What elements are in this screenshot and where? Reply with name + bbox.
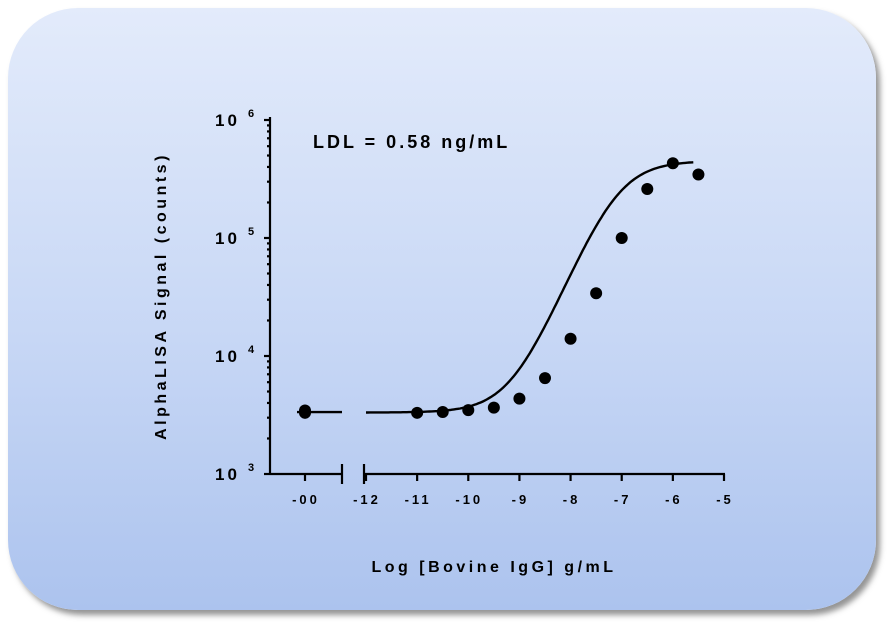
ldl-annotation: LDL = 0.58 ng/mL xyxy=(313,132,510,152)
data-point xyxy=(666,157,679,170)
data-points xyxy=(299,157,705,419)
y-tick-exponent: 3 xyxy=(248,462,254,474)
x-tick-label: -00 xyxy=(292,492,320,507)
y-tick-label: 10 xyxy=(215,347,240,366)
data-point xyxy=(641,183,654,196)
data-point xyxy=(539,372,551,385)
data-point-zero-dose xyxy=(299,404,311,417)
y-tick-label: 10 xyxy=(215,229,240,248)
y-ticks: 10 3 10 4 10 5 10 6 xyxy=(215,108,270,484)
data-point xyxy=(615,232,628,244)
x-tick-label: -5 xyxy=(716,492,734,507)
x-tick-label: -11 xyxy=(405,492,432,507)
y-tick-exponent: 5 xyxy=(248,226,254,238)
data-point xyxy=(436,406,449,419)
x-tick-label: -6 xyxy=(665,492,683,507)
x-tick-label: -12 xyxy=(353,492,381,507)
x-tick-label: -8 xyxy=(563,492,581,507)
y-tick-exponent: 4 xyxy=(248,344,255,356)
y-tick-label: 10 xyxy=(215,111,240,130)
y-tick-exponent: 6 xyxy=(248,108,254,120)
data-point xyxy=(411,406,424,419)
y-tick-label: 10 xyxy=(215,465,240,484)
data-point xyxy=(564,332,577,345)
data-point xyxy=(487,401,500,414)
x-tick-label: -10 xyxy=(455,492,483,507)
chart-card xyxy=(8,8,876,610)
fit-curve xyxy=(366,161,694,414)
data-point xyxy=(590,287,603,300)
y-axis-title: AlphaLISA Signal (counts) xyxy=(153,152,170,440)
data-point xyxy=(513,392,526,405)
x-axis: -00 -12 -11 -10 -9 -8 -7 -6 -5 xyxy=(270,464,734,507)
x-tick-label: -7 xyxy=(614,492,632,507)
data-point xyxy=(692,168,705,181)
data-point xyxy=(462,404,475,417)
x-tick-label: -9 xyxy=(512,492,530,507)
fit-curve-group xyxy=(297,161,694,414)
x-axis-title: Log [Bovine IgG] g/mL xyxy=(371,559,616,576)
